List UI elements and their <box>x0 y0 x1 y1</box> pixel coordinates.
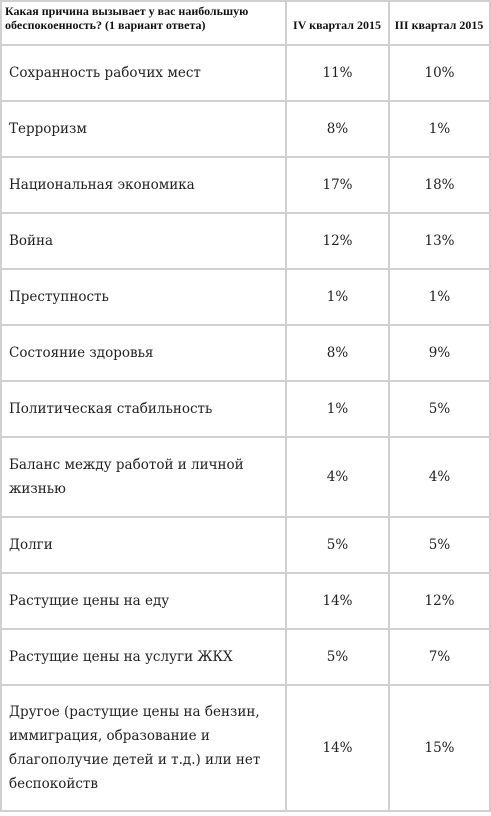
row-label: Другое (растущие цены на бензин, иммигра… <box>1 685 286 811</box>
table-row: Состояние здоровья 8% 9% <box>1 325 490 381</box>
table-row: Баланс между работой и личной жизнью 4% … <box>1 437 490 517</box>
table-row: Растущие цены на еду 14% 12% <box>1 573 490 629</box>
table-row: Растущие цены на услуги ЖКХ 5% 7% <box>1 629 490 685</box>
row-label: Баланс между работой и личной жизнью <box>1 437 286 517</box>
table-row: Сохранность рабочих мест 11% 10% <box>1 45 490 101</box>
row-label: Война <box>1 213 286 269</box>
table-row: Война 12% 13% <box>1 213 490 269</box>
table-row: Национальная экономика 17% 18% <box>1 157 490 213</box>
table-row: Преступность 1% 1% <box>1 269 490 325</box>
row-value-q3: 4% <box>389 437 490 517</box>
row-value-q4: 8% <box>286 101 389 157</box>
row-label: Национальная экономика <box>1 157 286 213</box>
row-value-q4: 17% <box>286 157 389 213</box>
row-label: Терроризм <box>1 101 286 157</box>
row-label: Долги <box>1 517 286 573</box>
question-header: Какая причина вызывает у вас наибольшую … <box>1 1 286 45</box>
row-value-q3: 1% <box>389 269 490 325</box>
table-row: Долги 5% 5% <box>1 517 490 573</box>
row-value-q4: 12% <box>286 213 389 269</box>
row-value-q3: 5% <box>389 517 490 573</box>
row-label: Политическая стабильность <box>1 381 286 437</box>
row-value-q3: 18% <box>389 157 490 213</box>
row-value-q4: 8% <box>286 325 389 381</box>
row-label: Растущие цены на услуги ЖКХ <box>1 629 286 685</box>
table-header-row: Какая причина вызывает у вас наибольшую … <box>1 1 490 45</box>
row-value-q3: 5% <box>389 381 490 437</box>
column-header-q3-2015: III квартал 2015 <box>389 1 490 45</box>
row-label: Растущие цены на еду <box>1 573 286 629</box>
row-value-q3: 10% <box>389 45 490 101</box>
table-row: Другое (растущие цены на бензин, иммигра… <box>1 685 490 811</box>
row-label: Преступность <box>1 269 286 325</box>
row-value-q3: 13% <box>389 213 490 269</box>
row-value-q4: 14% <box>286 573 389 629</box>
row-value-q3: 9% <box>389 325 490 381</box>
row-value-q4: 4% <box>286 437 389 517</box>
row-value-q4: 14% <box>286 685 389 811</box>
row-label: Сохранность рабочих мест <box>1 45 286 101</box>
row-value-q4: 1% <box>286 381 389 437</box>
table-row: Политическая стабильность 1% 5% <box>1 381 490 437</box>
row-value-q4: 11% <box>286 45 389 101</box>
row-value-q3: 1% <box>389 101 490 157</box>
row-value-q3: 7% <box>389 629 490 685</box>
table-row: Терроризм 8% 1% <box>1 101 490 157</box>
column-header-q4-2015: IV квартал 2015 <box>286 1 389 45</box>
row-value-q4: 5% <box>286 517 389 573</box>
row-value-q3: 15% <box>389 685 490 811</box>
row-value-q4: 1% <box>286 269 389 325</box>
row-value-q4: 5% <box>286 629 389 685</box>
row-label: Состояние здоровья <box>1 325 286 381</box>
row-value-q3: 12% <box>389 573 490 629</box>
